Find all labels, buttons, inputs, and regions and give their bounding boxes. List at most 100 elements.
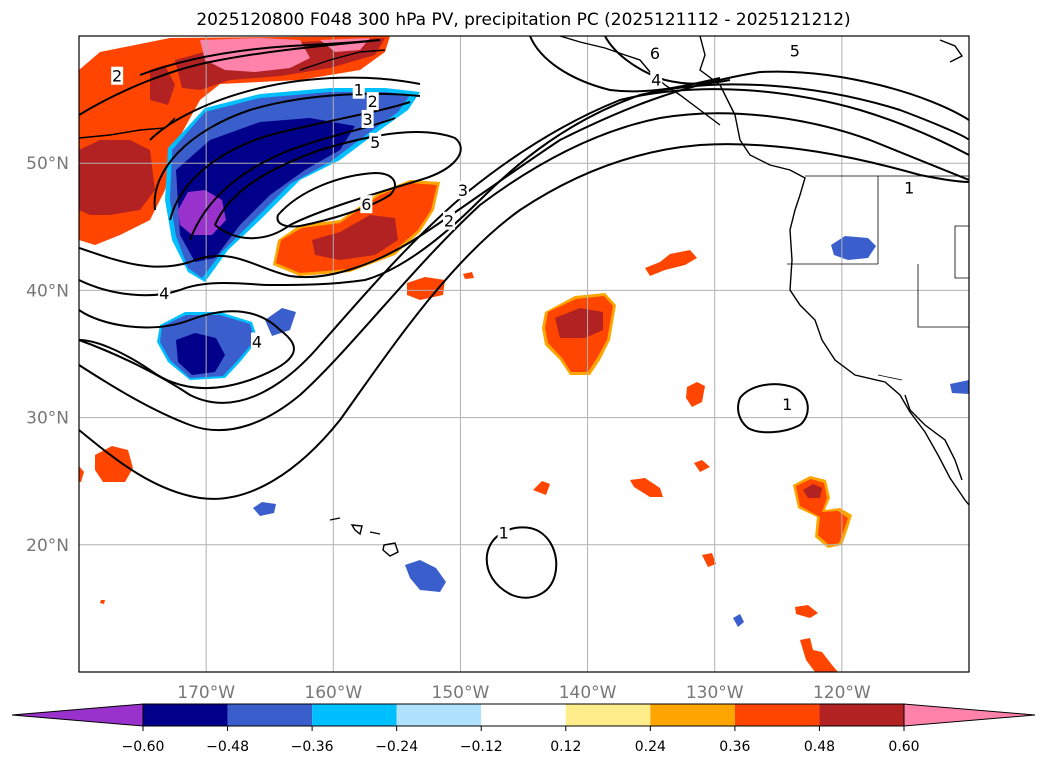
- colorbar-tick-label: 0.12: [550, 739, 581, 755]
- lon-tick-label: 120°W: [813, 683, 871, 703]
- pv-contour-label: 1: [499, 523, 509, 542]
- colorbar-bin: [734, 704, 820, 726]
- colorbar-tick-label: 0.36: [719, 739, 750, 755]
- baja-coastline: [904, 394, 963, 481]
- pv-contour-label: 4: [159, 284, 169, 303]
- alaska-coastline: [559, 36, 721, 126]
- colorbar-extend-max: [903, 703, 1036, 727]
- lat-tick-label: 30°N: [26, 409, 69, 429]
- colorbar-bin: [481, 704, 566, 726]
- colorbar-bin: [396, 704, 482, 726]
- colorbar-bin: [650, 704, 735, 726]
- latitude-axis: 20°N 30°N 40°N 50°N: [26, 154, 69, 556]
- contour-label-bg: [497, 523, 510, 542]
- negative-pc-area: [265, 308, 296, 336]
- negative-pc-area: [733, 614, 744, 627]
- pv-contour-label: 4: [651, 71, 661, 90]
- pv-contour-line: [79, 112, 969, 432]
- pv-contour-label: 1: [904, 179, 914, 198]
- positive-pc-area: [100, 600, 105, 604]
- positive-pc-area: [95, 446, 133, 482]
- positive-pc-area: [645, 250, 697, 276]
- political-borders: [787, 175, 969, 381]
- colorbar-outline: [142, 703, 905, 727]
- contour-label-bg: [781, 394, 794, 413]
- contour-label-bg: [788, 41, 801, 60]
- colorbar-bin: [819, 704, 904, 726]
- pv-contour-line: [529, 36, 721, 93]
- contour-label-bg: [442, 211, 455, 230]
- colorbar: −0.60 −0.48 −0.36 −0.24 −0.12 0.12 0.24 0.36 0.4…: [11, 703, 1036, 755]
- positive-pc-area: [694, 460, 710, 472]
- pv-contour-label: 2: [112, 67, 122, 86]
- alaska-coastline: [299, 49, 386, 71]
- lat-tick-label: 20°N: [26, 536, 69, 556]
- colorbar-bin: [143, 704, 228, 726]
- colorbar-tick-label: 0.60: [888, 739, 919, 755]
- positive-pc-area: [79, 466, 84, 482]
- positive-pc-area: [803, 484, 822, 498]
- map-title: 2025120800 F048 300 hPa PV, precipitatio…: [196, 10, 851, 30]
- lon-tick-label: 150°W: [432, 683, 490, 703]
- pv-contour-label: 4: [252, 333, 262, 352]
- lat-tick-label: 40°N: [26, 281, 69, 301]
- colorbar-bin: [565, 704, 651, 726]
- contour-label-bg: [361, 109, 374, 128]
- contour-label-bg: [366, 92, 379, 111]
- positive-pc-area: [630, 478, 663, 497]
- colorbar-tick-label: 0.48: [804, 739, 835, 755]
- lon-tick-label: 170°W: [177, 683, 235, 703]
- pv-contour-line: [139, 39, 381, 76]
- coastlines: [79, 36, 969, 557]
- island-coastline: [382, 542, 399, 557]
- map-frame: [78, 35, 970, 673]
- pv-contour-label: 2: [368, 92, 378, 111]
- positive-pc-area: [702, 553, 716, 567]
- lat-tick-label: 50°N: [26, 154, 69, 174]
- colorbar-tick-label: −0.48: [206, 739, 249, 755]
- lon-tick-label: 130°W: [686, 683, 744, 703]
- positive-pc-area: [79, 140, 155, 215]
- contour-label-bg: [111, 66, 124, 85]
- contour-label-bg: [903, 178, 916, 197]
- negative-pc-area: [176, 333, 225, 375]
- pv-contour-label: 3: [363, 110, 373, 129]
- lon-tick-label: 160°W: [304, 683, 362, 703]
- positive-pc-area: [533, 481, 550, 495]
- contour-label-bg: [352, 80, 365, 99]
- pv-contour-line: [79, 39, 381, 116]
- north-america-coastline: [699, 36, 969, 506]
- pv-contour-line: [485, 526, 558, 599]
- pv-contour-label: 1: [782, 395, 792, 414]
- pv-contour-label: 6: [650, 44, 660, 63]
- pv-contour-label: 6: [361, 195, 371, 214]
- contour-label-bg: [158, 284, 171, 303]
- positive-pc-area: [463, 272, 474, 279]
- colorbar-bin: [312, 704, 397, 726]
- negative-pc-area: [253, 502, 276, 516]
- colorbar-tick-label: −0.24: [375, 739, 418, 755]
- contour-label-bg: [369, 132, 382, 151]
- contour-label-bg: [360, 195, 373, 214]
- colorbar-tick-label: 0.24: [635, 739, 666, 755]
- pv-contour-line: [737, 383, 809, 434]
- pv-contour-label: 5: [790, 41, 800, 60]
- pv-contour-line: [79, 83, 969, 297]
- negative-pc-area: [950, 380, 969, 394]
- island-coastline: [329, 517, 341, 521]
- pv-contour-line: [276, 171, 396, 228]
- positive-pc-area: [150, 65, 175, 105]
- pv-contour-line: [79, 309, 295, 389]
- longitude-axis: 170°W 160°W 150°W 140°W 130°W 120°W: [177, 683, 871, 703]
- colorbar-bin: [227, 704, 313, 726]
- island-coastline: [350, 524, 363, 536]
- pv-contour-line: [79, 143, 969, 500]
- colorbar-extend-min: [11, 703, 144, 727]
- pv-contour-line: [79, 88, 969, 404]
- contour-label-bg: [251, 332, 263, 351]
- colorbar-tick-label: −0.12: [460, 739, 503, 755]
- pv-contour-line: [604, 36, 731, 85]
- positive-pc-area: [795, 605, 818, 618]
